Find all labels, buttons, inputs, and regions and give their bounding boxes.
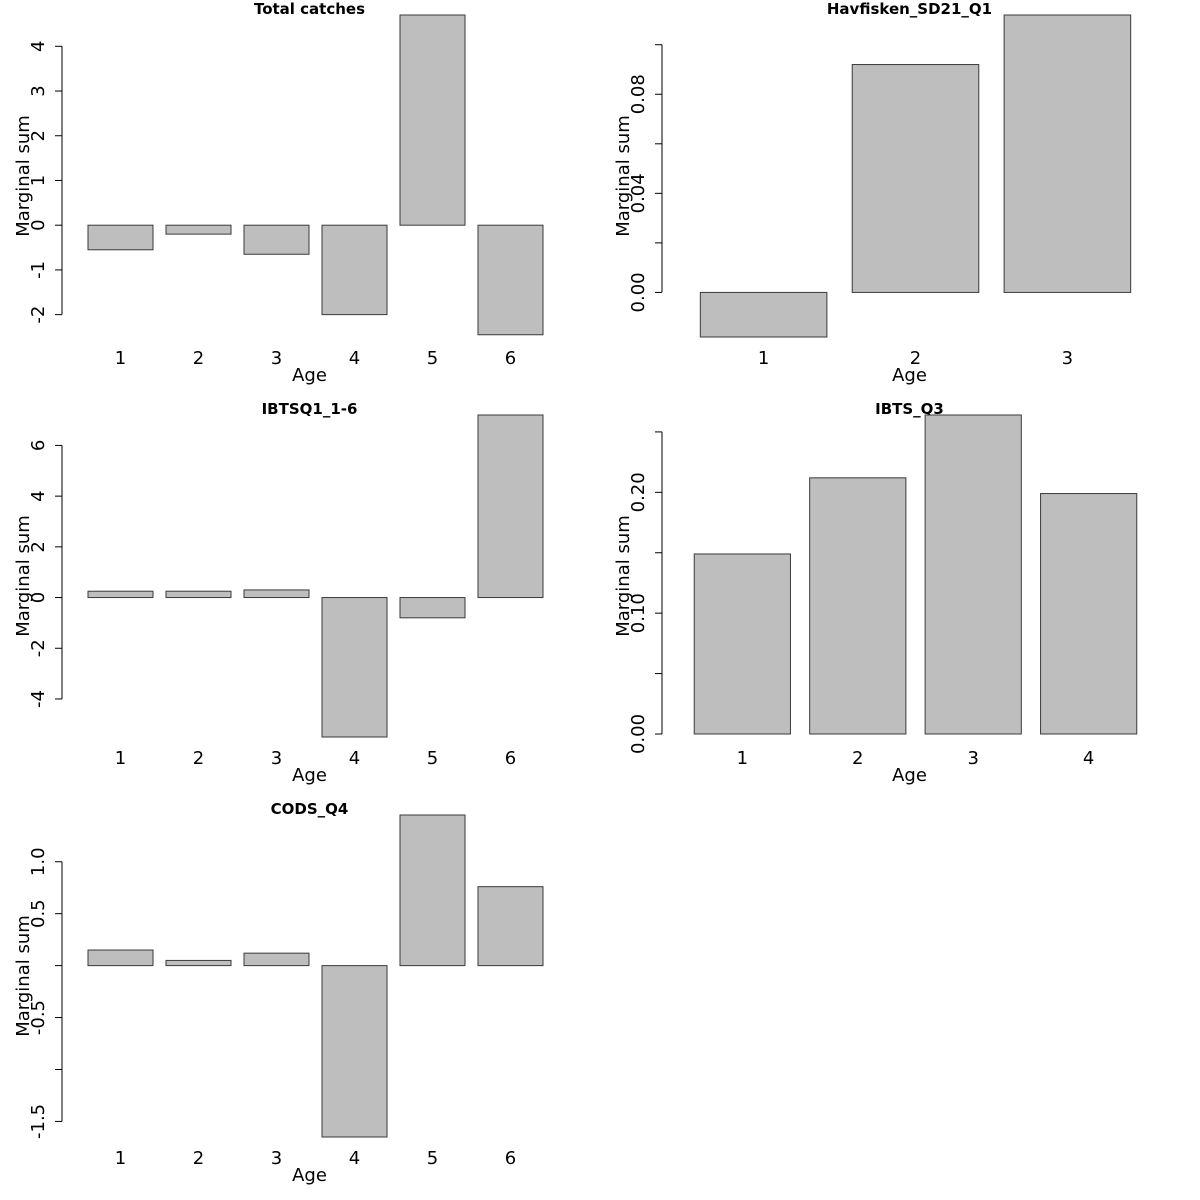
x-tick-label: 6 — [505, 748, 516, 769]
x-tick-label: 4 — [349, 748, 360, 769]
bar-age-5 — [399, 14, 466, 226]
x-tick-label: 1 — [115, 1148, 126, 1169]
y-tick-label: 4 — [28, 490, 49, 501]
y-tick-label: 0.5 — [28, 899, 49, 928]
chart-panel-2: Havfisken_SD21_Q1 1 2 3 0.00 0.04 0.08 Age Margi… — [613, 0, 1132, 386]
x-tick-label: 2 — [852, 748, 863, 769]
x-tick-label: 1 — [737, 748, 748, 769]
bar-age-1 — [693, 553, 791, 735]
y-tick-label: -2 — [28, 306, 49, 324]
bar-age-3 — [243, 224, 310, 255]
y-tick-label: -4 — [28, 690, 49, 708]
y-tick-label: 0 — [28, 219, 49, 230]
x-axis-label: Age — [292, 365, 327, 386]
bar-age-2 — [809, 477, 907, 735]
bar-age-5 — [399, 597, 466, 619]
bar-age-4 — [1040, 493, 1138, 735]
y-tick-label: 0.20 — [628, 472, 649, 512]
bar-age-2 — [165, 959, 232, 967]
y-tick-label: 0.08 — [628, 74, 649, 114]
chart-title: Havfisken_SD21_Q1 — [827, 0, 992, 18]
x-tick-label: 3 — [271, 748, 282, 769]
chart-title: IBTS_Q3 — [875, 400, 944, 418]
bar-age-2 — [165, 590, 232, 599]
x-tick-label: 5 — [427, 1148, 438, 1169]
bar-age-3 — [924, 414, 1022, 735]
bar-age-2 — [165, 224, 232, 235]
x-tick-label: 2 — [193, 348, 204, 369]
chart-panel-4: IBTS_Q3 1 2 3 4 0.00 0.10 0.20 Age Marginal sum — [613, 400, 1138, 786]
x-tick-label: 4 — [1083, 748, 1094, 769]
x-tick-label: 1 — [115, 348, 126, 369]
x-tick-label: 2 — [193, 748, 204, 769]
x-tick-label: 2 — [910, 348, 921, 369]
y-tick-label: 1 — [28, 175, 49, 186]
chart-title: CODS_Q4 — [271, 800, 349, 818]
y-tick-label: 0.00 — [628, 272, 649, 312]
x-axis-label: Age — [292, 1165, 327, 1186]
y-tick-label: 0.04 — [628, 173, 649, 213]
x-tick-label: 5 — [427, 348, 438, 369]
y-axis-label: Marginal sum — [13, 915, 34, 1037]
y-tick-label: 2 — [28, 130, 49, 141]
x-tick-label: 3 — [967, 748, 978, 769]
bar-age-1 — [699, 291, 828, 338]
y-tick-label: -1.5 — [28, 1104, 49, 1139]
chart-panel-5: CODS_Q4 1 2 3 4 5 6 -1.5 -0.5 0.5 1.0 Age Marginal s… — [13, 800, 544, 1186]
y-tick-label: -0.5 — [28, 1000, 49, 1035]
bar-age-2 — [851, 64, 980, 293]
y-axis-label: Marginal sum — [613, 515, 634, 637]
bar-age-6 — [477, 414, 544, 599]
bar-age-6 — [477, 886, 544, 967]
bar-age-1 — [87, 224, 154, 251]
y-tick-label: 0.10 — [628, 593, 649, 633]
chart-panel-1: Total catches 1 2 3 4 5 6 -2 -1 0 1 2 3 4 Age Marginal … — [13, 0, 544, 386]
x-tick-label: 6 — [505, 348, 516, 369]
y-tick-label: 2 — [28, 541, 49, 552]
bar-age-4 — [321, 597, 388, 738]
x-tick-label: 2 — [193, 1148, 204, 1169]
x-tick-label: 6 — [505, 1148, 516, 1169]
y-tick-label: 1.0 — [28, 847, 49, 876]
x-tick-label: 4 — [349, 1148, 360, 1169]
chart-title: IBTSQ1_1-6 — [262, 400, 358, 418]
y-tick-label: -1 — [28, 261, 49, 279]
x-tick-label: 3 — [271, 1148, 282, 1169]
x-tick-label: 3 — [271, 348, 282, 369]
bar-age-1 — [87, 949, 154, 967]
x-axis-label: Age — [292, 765, 327, 786]
y-tick-label: 4 — [28, 41, 49, 52]
x-tick-label: 1 — [115, 748, 126, 769]
chart-title: Total catches — [254, 0, 365, 18]
y-axis-label: Marginal sum — [13, 115, 34, 237]
y-tick-label: 3 — [28, 85, 49, 96]
chart-panel-3: IBTSQ1_1-6 1 2 3 4 5 6 -4 -2 0 2 4 6 Age Marginal sum — [13, 400, 544, 786]
bar-age-4 — [321, 224, 388, 316]
bar-age-4 — [321, 965, 388, 1138]
y-tick-label: 6 — [28, 440, 49, 451]
x-tick-label: 3 — [1062, 348, 1073, 369]
bar-age-5 — [399, 814, 466, 967]
y-axis-label: Marginal sum — [613, 115, 634, 237]
x-tick-label: 5 — [427, 748, 438, 769]
x-tick-label: 4 — [349, 348, 360, 369]
y-tick-label: 0 — [28, 592, 49, 603]
bar-age-3 — [243, 589, 310, 599]
y-tick-label: 0.00 — [628, 714, 649, 754]
x-axis-label: Age — [892, 765, 927, 786]
y-axis-label: Marginal sum — [13, 515, 34, 637]
bar-age-3 — [243, 952, 310, 967]
x-tick-label: 1 — [758, 348, 769, 369]
y-tick-label: -2 — [28, 639, 49, 657]
bar-age-1 — [87, 590, 154, 599]
bar-age-3 — [1003, 14, 1132, 293]
bar-age-6 — [477, 224, 544, 336]
x-axis-label: Age — [892, 365, 927, 386]
